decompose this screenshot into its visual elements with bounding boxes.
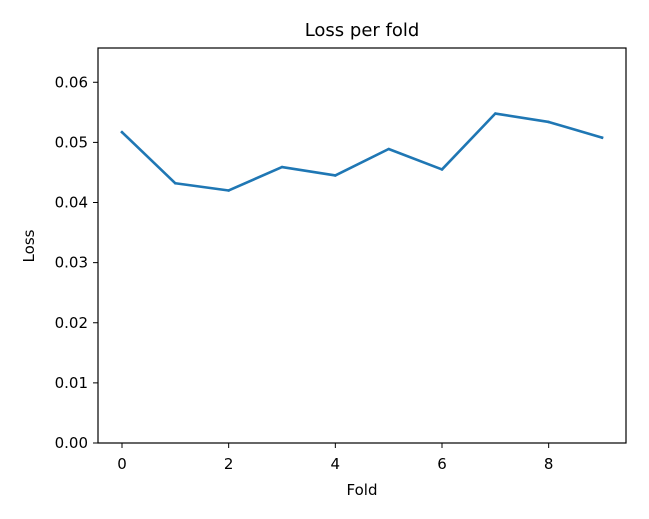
data-point bbox=[280, 165, 284, 169]
data-point bbox=[120, 130, 124, 134]
data-point bbox=[174, 181, 177, 185]
x-axis-ticks: 0 2 4 6 8 bbox=[117, 443, 553, 473]
data-point bbox=[440, 168, 444, 171]
data-point bbox=[547, 120, 550, 124]
x-tick-label: 0 bbox=[117, 455, 127, 473]
plot-frame bbox=[97, 47, 627, 444]
x-tick-label: 4 bbox=[331, 455, 341, 473]
y-tick-label: 0.01 bbox=[55, 374, 88, 392]
y-tick-label: 0.04 bbox=[55, 194, 88, 212]
y-tick-label: 0.03 bbox=[55, 254, 88, 272]
y-tick-label: 0.02 bbox=[55, 314, 88, 332]
data-point bbox=[600, 136, 604, 139]
x-tick-label: 6 bbox=[437, 455, 447, 473]
y-tick-label: 0.06 bbox=[55, 73, 88, 91]
x-tick-label: 2 bbox=[224, 455, 234, 473]
y-tick-label: 0.00 bbox=[55, 434, 88, 452]
data-point bbox=[227, 189, 230, 192]
data-point bbox=[387, 147, 390, 151]
y-tick-label: 0.05 bbox=[55, 133, 88, 151]
data-point bbox=[334, 174, 337, 177]
series-layer bbox=[120, 112, 604, 192]
y-axis-label: Loss bbox=[20, 229, 38, 262]
series-line-0 bbox=[120, 112, 604, 192]
chart-title: Loss per fold bbox=[305, 20, 420, 41]
x-axis-label: Fold bbox=[347, 481, 378, 499]
data-point bbox=[494, 112, 497, 115]
x-tick-label: 8 bbox=[544, 455, 554, 473]
y-axis-ticks: 0.00 0.01 0.02 0.03 0.04 0.05 0.06 bbox=[55, 73, 98, 452]
